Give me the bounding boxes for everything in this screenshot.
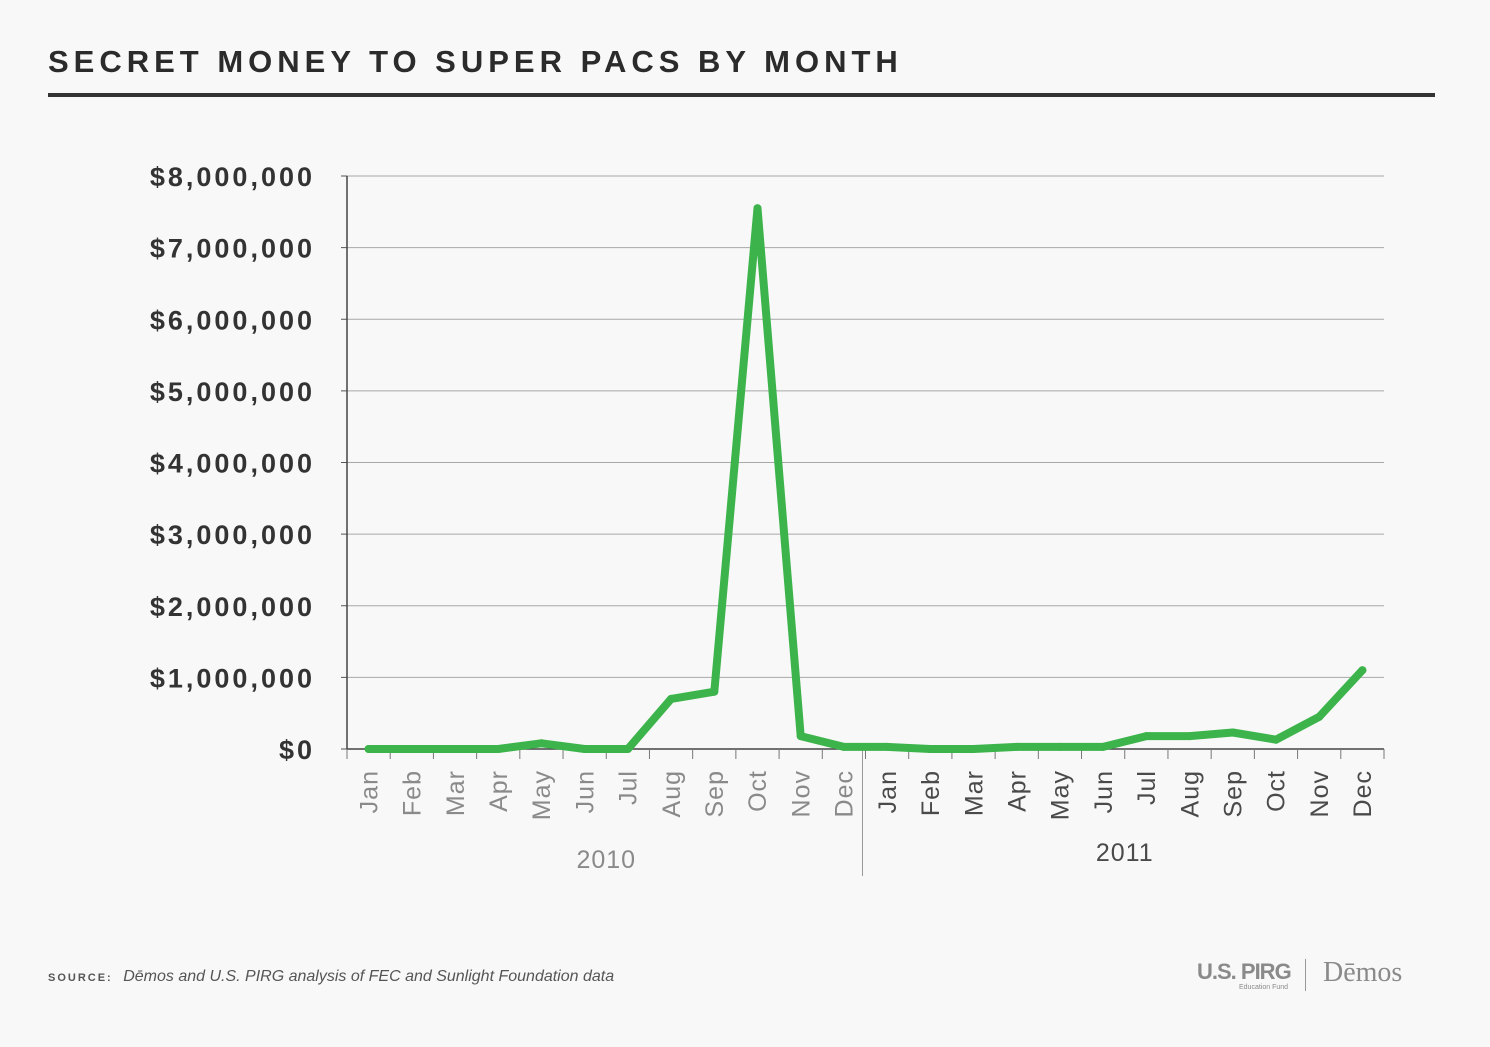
data-point [753, 204, 762, 213]
y-tick-label: $8,000,000 [150, 162, 315, 192]
x-tick-label: Feb [399, 770, 427, 816]
data-point [1315, 712, 1324, 721]
gridlines [347, 175, 1384, 678]
x-tick-label: Jan [355, 770, 383, 813]
x-tick-label: Dec [1349, 770, 1377, 817]
x-tick-label: Mar [960, 770, 988, 816]
y-tick-label: $7,000,000 [150, 234, 315, 264]
x-tick-label: Feb [917, 770, 945, 816]
data-point [580, 745, 589, 753]
data-point [623, 745, 632, 753]
x-tick-label: Jul [1133, 770, 1161, 805]
x-tick-label: Sep [1220, 770, 1248, 817]
x-tick-label: Apr [1003, 770, 1031, 812]
data-point [494, 745, 503, 753]
year-group-label: 2010 [576, 846, 636, 874]
y-tick-labels: $0 $1,000,000 $2,000,000 $3,000,000 $4,000,0… [150, 162, 315, 765]
x-tick-label: Oct [1263, 770, 1291, 812]
x-tick-label: Sep [701, 770, 729, 817]
data-point [839, 742, 848, 751]
data-point [451, 745, 460, 753]
data-point [1142, 732, 1151, 741]
data-point [1185, 732, 1194, 741]
source-text: Dēmos and U.S. PIRG analysis of FEC and … [123, 968, 615, 985]
data-point [710, 687, 719, 696]
y-tick-label: $0 [279, 735, 315, 765]
data-point [364, 745, 373, 753]
y-tick-label: $2,000,000 [150, 592, 315, 622]
series-lines [364, 204, 1367, 753]
x-tick-labels: Jan Feb Mar Apr May Jun Jul Aug Sep Oct Nov Dec Jan F… [355, 770, 1377, 820]
data-point [537, 739, 546, 748]
y-tick-label: $4,000,000 [150, 449, 315, 479]
source-label: SOURCE: [48, 972, 113, 984]
x-tick-label: May [1047, 770, 1075, 820]
x-tick-label: Nov [1306, 770, 1334, 817]
us-pirg-logo-subtitle: Education Fund [1239, 984, 1289, 991]
x-tick-label: Jun [571, 770, 599, 813]
x-tick-label: Aug [1176, 770, 1204, 817]
x-tick-label: Jul [615, 770, 643, 805]
x-tick-label: Aug [658, 770, 686, 817]
x-tick-label: Oct [744, 770, 772, 812]
data-point [1099, 742, 1108, 751]
data-point [926, 745, 935, 753]
data-point [883, 742, 892, 751]
y-tick-label: $3,000,000 [150, 520, 315, 550]
demos-logo: Dēmos [1323, 957, 1403, 988]
series-line [364, 204, 1367, 753]
logo-divider [1305, 959, 1306, 991]
data-point [1012, 742, 1021, 751]
data-point [796, 732, 805, 741]
x-tick-label: May [528, 770, 556, 820]
x-tick-label: Dec [831, 770, 859, 817]
x-tick-label: Apr [485, 770, 513, 812]
data-point [1271, 735, 1280, 744]
chart-title: SECRET MONEY TO SUPER PACS BY MONTH [48, 44, 903, 79]
year-group-label: 2011 [1096, 839, 1154, 867]
data-point [667, 694, 676, 703]
data-point [1228, 728, 1237, 737]
y-tick-label: $6,000,000 [150, 305, 315, 335]
x-tick-label: Jun [1090, 770, 1118, 813]
y-tick-label: $1,000,000 [150, 663, 315, 693]
data-point [1358, 666, 1367, 675]
us-pirg-logo: U.S. PIRG [1197, 959, 1292, 984]
x-tick-label: Nov [787, 770, 815, 817]
y-tick-label: $5,000,000 [150, 377, 315, 407]
data-point [1055, 742, 1064, 751]
data-point [407, 745, 416, 753]
x-tick-label: Mar [442, 770, 470, 816]
source-note: SOURCE: Dēmos and U.S. PIRG analysis of … [48, 968, 614, 986]
title-rule [48, 93, 1435, 97]
data-point [969, 745, 978, 753]
year-group-labels: 2010 2011 [576, 839, 1154, 874]
logos: U.S. PIRG Education Fund Dēmos [1195, 955, 1430, 999]
x-tick-label: Jan [874, 770, 902, 813]
